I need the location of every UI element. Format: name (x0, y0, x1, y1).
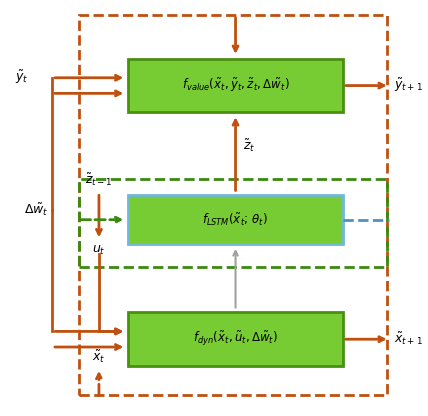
Text: $u_t$: $u_t$ (92, 244, 106, 257)
Text: $\tilde{x}_t$: $\tilde{x}_t$ (92, 349, 106, 365)
Text: $\tilde{z}_{t-1}$: $\tilde{z}_{t-1}$ (85, 172, 113, 188)
FancyBboxPatch shape (128, 196, 343, 244)
FancyBboxPatch shape (128, 59, 343, 112)
Text: $f_{LSTM}(\tilde{x}_t;\,\theta_t)$: $f_{LSTM}(\tilde{x}_t;\,\theta_t)$ (202, 211, 269, 228)
Text: $f_{dyn}(\tilde{x}_t, \tilde{u}_t, \Delta\tilde{w}_t)$: $f_{dyn}(\tilde{x}_t, \tilde{u}_t, \Delt… (193, 330, 278, 348)
Text: $\Delta\tilde{w}_t$: $\Delta\tilde{w}_t$ (24, 202, 48, 218)
Text: $\tilde{y}_{t+1}$: $\tilde{y}_{t+1}$ (394, 77, 422, 94)
Text: $\tilde{x}_{t+1}$: $\tilde{x}_{t+1}$ (394, 331, 422, 347)
Text: $f_{value}(\tilde{x}_t, \tilde{y}_t, \tilde{z}_t, \Delta\tilde{w}_t)$: $f_{value}(\tilde{x}_t, \tilde{y}_t, \ti… (181, 77, 289, 94)
FancyBboxPatch shape (128, 312, 343, 366)
Text: $\tilde{z}_t$: $\tilde{z}_t$ (244, 138, 256, 154)
Text: $\tilde{y}_t$: $\tilde{y}_t$ (15, 69, 29, 87)
